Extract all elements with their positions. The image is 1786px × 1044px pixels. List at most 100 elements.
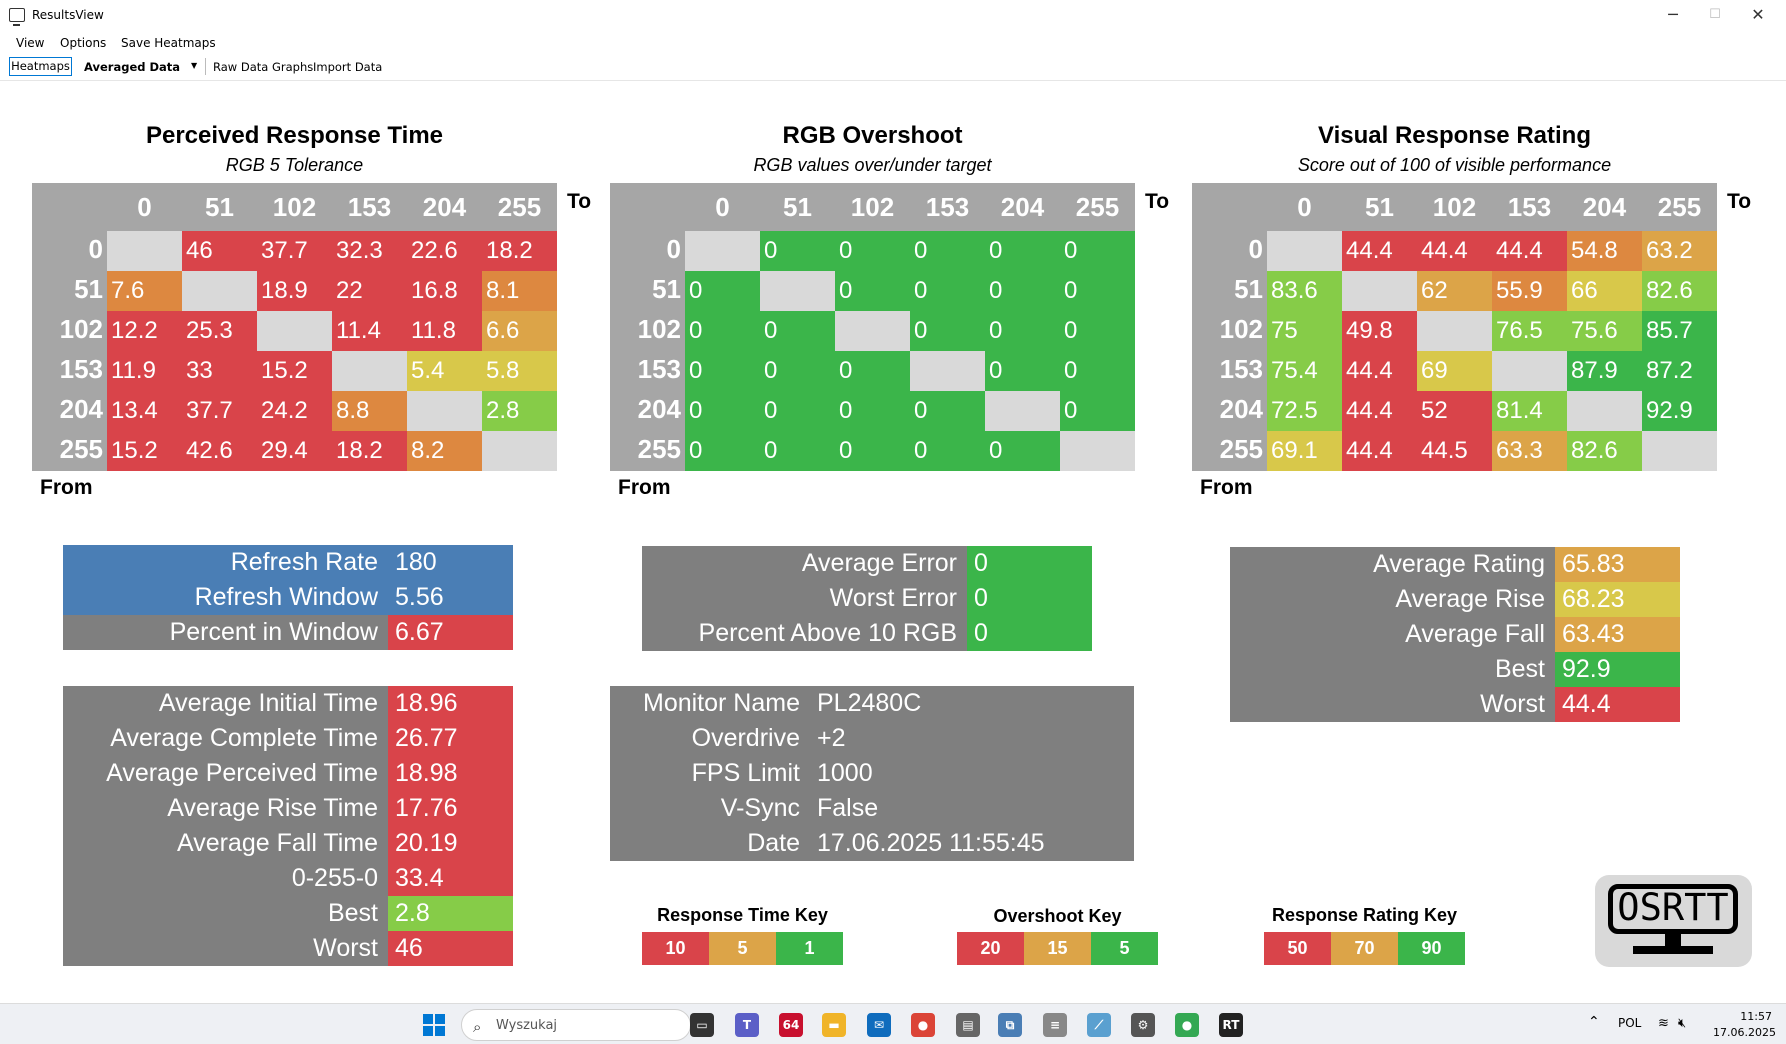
key-title: Overshoot Key [993, 906, 1122, 926]
heatmap-cell: 0 [910, 231, 985, 271]
heatmap-cell: 0 [835, 271, 910, 311]
tab-heatmaps[interactable]: Heatmaps [9, 57, 72, 76]
chevron-down-icon[interactable]: ▼ [191, 61, 198, 70]
heatmap-cell: 44.4 [1342, 231, 1417, 271]
heatmap-subtitle: RGB 5 Tolerance [225, 155, 364, 175]
chrome-alt-icon[interactable]: ● [1175, 1013, 1199, 1037]
heatmap-cell: 15.2 [107, 431, 182, 471]
stat-label: Average Perceived Time [106, 759, 378, 787]
wifi-icon[interactable]: ≋ [1658, 1016, 1669, 1031]
stat-label: Worst [313, 934, 378, 962]
tray-chevron-up-icon[interactable]: ⌃ [1588, 1014, 1600, 1030]
osrtt-app-icon[interactable]: RT [1219, 1013, 1243, 1037]
heatmap-cell: 0 [985, 311, 1060, 351]
chrome-icon[interactable]: ● [911, 1013, 935, 1037]
heatmap-cell: 18.2 [482, 231, 557, 271]
heatmap-column-header: 0 [1297, 192, 1312, 222]
heatmap-cell: 12.2 [107, 311, 182, 351]
title-bar [0, 0, 1786, 32]
heatmap-grid: 0 51 102 153 204 255 0 0 0 0 0 0 51 0 0 0 0 0 102 0 0 0 0 0 153 0… [610, 183, 1135, 471]
heatmap-cell: 0 [835, 431, 910, 471]
maximize-button[interactable]: ☐ [1709, 7, 1721, 22]
data-selector[interactable]: Averaged Data [84, 60, 181, 74]
key-cell: 10 [642, 932, 709, 965]
tray-time[interactable]: 11:57 [1740, 1010, 1772, 1023]
heatmap-cell: 0 [1060, 311, 1135, 351]
heatmap-cell: 0 [1060, 231, 1135, 271]
heatmap-cell: 29.4 [257, 431, 332, 471]
logo-stand [1665, 934, 1681, 947]
settings-icon[interactable]: ⚙ [1131, 1013, 1155, 1037]
heatmap-cell: 8.8 [332, 391, 407, 431]
task-view-icon[interactable]: ▭ [690, 1013, 714, 1037]
file-explorer-icon[interactable]: ▬ [822, 1013, 846, 1037]
heatmap-cell-empty [760, 271, 835, 311]
heatmap-column-header: 255 [1075, 192, 1120, 222]
toolbar-divider [205, 58, 206, 75]
heatmap-cell: 5.8 [482, 351, 557, 391]
heatmap-column-header: 51 [1365, 192, 1394, 222]
pen-tool-icon[interactable]: ⟋ [1087, 1013, 1111, 1037]
heatmap-subtitle: Score out of 100 of visible performance [1297, 155, 1612, 175]
teams-icon[interactable]: T [735, 1013, 759, 1037]
heatmap-cell: 37.7 [257, 231, 332, 271]
heatmap-cell: 0 [1060, 271, 1135, 311]
key-cell: 90 [1398, 932, 1465, 965]
stat-value: 17.76 [388, 791, 513, 826]
tray-date[interactable]: 17.06.2025 [1713, 1026, 1776, 1039]
heatmap-column-header: 204 [422, 192, 467, 222]
stat-row: Date 17.06.2025 11:55:45 [610, 826, 1134, 861]
menu-view[interactable]: View [16, 36, 45, 50]
stat-label: Best [327, 899, 378, 927]
heatmap-cell: 22 [332, 271, 407, 311]
stat-value: 1000 [810, 756, 1134, 791]
to-label: To [1145, 190, 1170, 213]
heatmap-cell: 24.2 [257, 391, 332, 431]
heatmap-cell: 42.6 [182, 431, 257, 471]
heatmap-cell: 0 [985, 271, 1060, 311]
heatmap-cell: 44.5 [1417, 431, 1492, 471]
heatmap-cell: 6.6 [482, 311, 557, 351]
drive-icon[interactable]: ▤ [956, 1013, 980, 1037]
stat-value: 0 [967, 581, 1092, 616]
heatmap-cell: 0 [760, 351, 835, 391]
heatmap-grid: 0 51 102 153 204 255 0 44.4 44.4 44.4 54.8 63.2 51 83… [1192, 183, 1717, 471]
minimize-button[interactable]: ─ [1668, 5, 1678, 24]
speaker-mute-icon[interactable]: 🔇︎ [1678, 1016, 1687, 1031]
heatmap-column-header: 204 [1582, 192, 1627, 222]
stat-label: Overdrive [691, 724, 800, 752]
taskbar-search-box[interactable] [461, 1009, 691, 1041]
heatmap-cell: 11.9 [107, 351, 182, 391]
mail-icon[interactable]: ✉ [867, 1013, 891, 1037]
stat-value: 63.43 [1555, 617, 1680, 652]
visual-rating-summary-table: Average Rating 65.83 Average Rise 68.23 Aver… [1230, 547, 1680, 722]
tray-language[interactable]: POL [1618, 1016, 1642, 1030]
raw-data-graphs-button[interactable]: Raw Data Graphs [213, 60, 314, 74]
stat-label: Average Rating [1373, 550, 1545, 578]
heatmap-cell: 55.9 [1492, 271, 1567, 311]
heatmap-row-header: 255 [637, 434, 681, 464]
stat-value: 0 [967, 546, 1092, 581]
windows-start-icon[interactable] [423, 1014, 445, 1036]
close-button[interactable]: ✕ [1751, 5, 1765, 24]
import-data-button[interactable]: Import Data [313, 60, 383, 74]
network-icon[interactable]: ⧉ [998, 1013, 1022, 1037]
heatmap-cell: 0 [1060, 391, 1135, 431]
heatmap-cell: 69.1 [1267, 431, 1342, 471]
heatmap-cell-empty [835, 311, 910, 351]
response-time-summary-table: Average Initial Time 18.96 Average Complet… [63, 686, 513, 966]
heatmap-cell: 0 [910, 391, 985, 431]
stat-label: Best [1494, 655, 1545, 683]
heatmap-title: Perceived Response Time [145, 122, 444, 149]
database-icon[interactable]: ≡ [1043, 1013, 1067, 1037]
heatmap-title: Visual Response Rating [1318, 122, 1591, 149]
heatmap-cell-empty [1060, 431, 1135, 471]
aida64-icon[interactable]: 64 [779, 1013, 803, 1037]
key-cell: 50 [1264, 932, 1331, 965]
heatmap-cell: 83.6 [1267, 271, 1342, 311]
heatmap-column-header: 255 [1657, 192, 1702, 222]
menu-save-heatmaps[interactable]: Save Heatmaps [121, 36, 216, 50]
heatmap-row-header: 153 [637, 354, 681, 384]
stat-row: Best 2.8 [63, 896, 513, 931]
menu-options[interactable]: Options [60, 36, 107, 50]
